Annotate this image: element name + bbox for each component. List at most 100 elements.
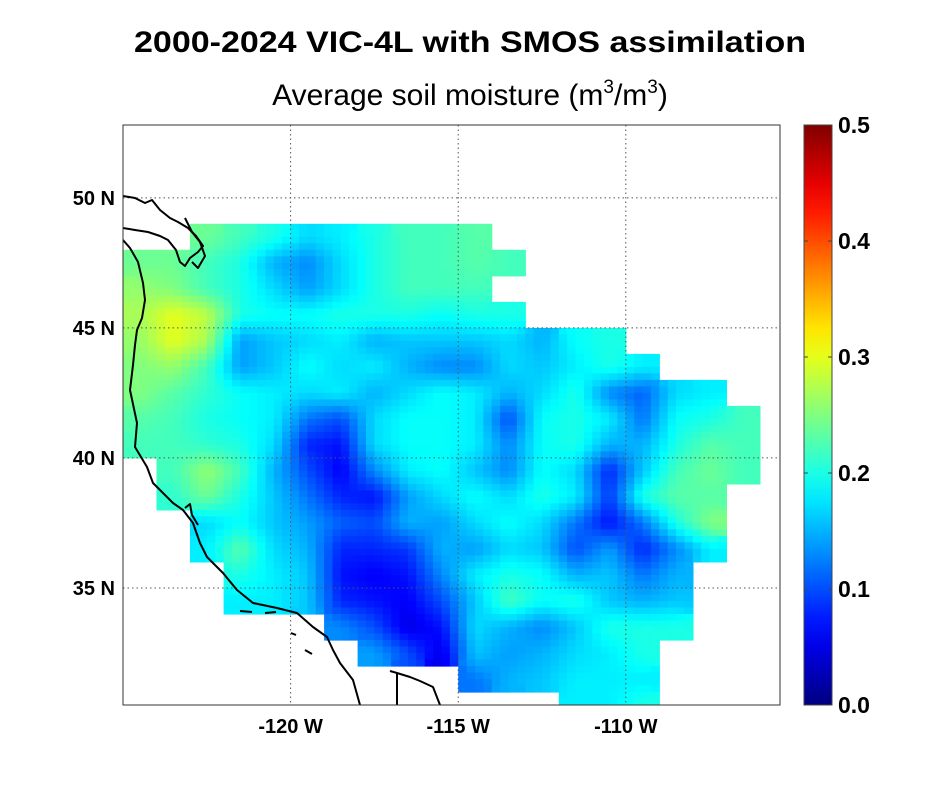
heatmap-cell [625,366,635,374]
heatmap-cell [659,412,669,420]
heatmap-cell [617,340,627,348]
heatmap-cell [676,425,686,433]
heatmap-cell [433,327,443,335]
heatmap-cell [198,555,208,563]
heatmap-cell [441,555,451,563]
heatmap-cell [458,405,468,413]
heatmap-cell [265,405,275,413]
heatmap-cell [315,327,325,335]
heatmap-cell [634,464,644,472]
heatmap-cell [449,470,459,478]
heatmap-cell [558,477,568,485]
heatmap-cell [458,373,468,381]
heatmap-cell [357,399,367,407]
heatmap-cell [290,340,300,348]
heatmap-cell [617,405,627,413]
heatmap-cell [458,321,468,329]
heatmap-cell [324,399,334,407]
heatmap-cell [332,627,342,635]
heatmap-cell [533,594,543,602]
heatmap-cell [516,457,526,465]
heatmap-cell [248,230,258,238]
heatmap-cell [508,249,518,257]
heatmap-cell [525,516,535,524]
heatmap-cell [215,230,225,238]
heatmap-cell [650,594,660,602]
heatmap-cell [483,477,493,485]
heatmap-cell [558,692,568,700]
heatmap-cell [164,477,174,485]
heatmap-cell [307,496,317,504]
heatmap-cell [542,548,551,556]
heatmap-cell [458,601,468,609]
heatmap-cell [223,327,233,335]
heatmap-cell [609,516,618,524]
heatmap-cell [374,334,384,342]
heatmap-cell [366,633,375,641]
heatmap-cell [231,223,241,231]
heatmap-cell [458,236,468,244]
heatmap-cell [382,444,392,452]
heatmap-cell [734,451,744,459]
heatmap-cell [458,457,468,465]
heatmap-cell [642,399,652,407]
heatmap-cell [164,327,174,335]
heatmap-cell [265,269,275,277]
heatmap-cell [466,412,476,420]
heatmap-cell [550,327,560,335]
heatmap-cell [516,314,526,322]
heatmap-cell [433,568,443,576]
heatmap-cell [667,529,677,537]
heatmap-cell [324,230,334,238]
heatmap-cell [123,366,132,374]
heatmap-cell [248,451,258,459]
heatmap-cell [340,627,350,635]
heatmap-cell [164,444,174,452]
heatmap-cell [449,581,459,589]
heatmap-cell [198,542,208,550]
heatmap-cell [650,666,660,674]
heatmap-cell [500,562,510,570]
heatmap-cell [533,496,543,504]
heatmap-cell [399,275,409,283]
heatmap-cell [709,457,719,465]
heatmap-cell [525,588,535,596]
heatmap-cell [307,379,317,387]
heatmap-cell [550,483,560,491]
heatmap-cell [273,321,283,329]
heatmap-cell [516,269,526,277]
heatmap-cell [366,542,375,550]
heatmap-cell [433,516,443,524]
heatmap-cell [458,633,468,641]
heatmap-cell [357,568,367,576]
heatmap-cell [516,594,526,602]
heatmap-cell [181,366,191,374]
heatmap-cell [315,373,325,381]
heatmap-cell [332,334,342,342]
heatmap-cell [676,581,686,589]
heatmap-cell [332,431,342,439]
heatmap-cell [407,633,417,641]
heatmap-cell [584,705,593,712]
heatmap-cell [433,256,443,264]
heatmap-cell [374,347,384,355]
heatmap-cell [299,568,308,576]
heatmap-cell [667,607,677,615]
heatmap-cell [307,256,317,264]
heatmap-cell [709,535,719,543]
heatmap-cell [181,386,191,394]
heatmap-cell [357,230,367,238]
heatmap-cell [123,431,132,439]
heatmap-cell [332,633,342,641]
heatmap-cell [366,620,375,628]
heatmap-cell [483,392,493,400]
heatmap-cell [466,483,476,491]
heatmap-cell [433,405,443,413]
heatmap-cell [642,418,652,426]
heatmap-cell [265,373,275,381]
heatmap-cell [248,386,258,394]
heatmap-cell [231,516,241,524]
heatmap-cell [340,275,350,283]
heatmap-cell [299,412,308,420]
heatmap-cell [458,685,468,693]
